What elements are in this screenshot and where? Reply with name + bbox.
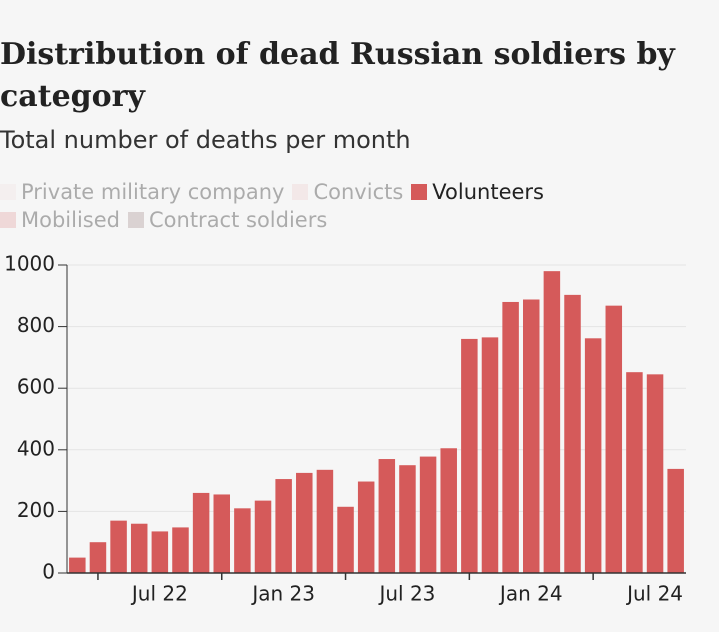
x-tick-label: Jul 23 [377, 582, 435, 606]
y-tick-label: 400 [17, 436, 55, 460]
bar [254, 500, 272, 573]
legend-label: Mobilised [21, 208, 120, 232]
legend-item[interactable]: Mobilised [0, 206, 120, 234]
bar [605, 305, 623, 573]
bar [275, 479, 292, 573]
bar [89, 542, 107, 573]
bar [502, 301, 519, 573]
bar [461, 338, 478, 573]
bar [667, 468, 684, 573]
legend-label: Private military company [21, 180, 285, 204]
bar [564, 294, 581, 573]
legend-swatch [292, 184, 309, 200]
bar [192, 492, 210, 573]
legend: Private military company Convicts Voluntee… [0, 178, 700, 234]
bar [337, 506, 354, 573]
legend-swatch [128, 212, 144, 228]
bar [646, 374, 664, 573]
x-tick-label: Jan 23 [250, 582, 315, 606]
chart-subtitle: Total number of deaths per month [0, 126, 411, 154]
bar [69, 557, 86, 573]
legend-item[interactable]: Private military company [0, 178, 284, 206]
y-tick-label: 600 [17, 375, 55, 399]
bar [522, 299, 540, 573]
x-tick-label: Jul 24 [625, 582, 683, 606]
bar [316, 469, 334, 573]
bar [419, 456, 437, 573]
legend-item[interactable]: Convicts [292, 178, 403, 206]
x-tick-label: Jul 22 [130, 582, 188, 606]
legend-label: Contract soldiers [149, 208, 328, 232]
legend-label: Convicts [313, 180, 404, 204]
legend-swatch [411, 184, 428, 200]
bar [130, 523, 148, 573]
y-tick-label: 0 [42, 560, 55, 584]
legend-swatch [0, 184, 16, 200]
y-tick-label: 1000 [4, 252, 55, 276]
bar [440, 448, 457, 573]
y-tick-label: 800 [17, 313, 55, 337]
bar [296, 472, 313, 573]
bar [357, 481, 375, 573]
bar [584, 338, 602, 573]
bar [626, 372, 643, 573]
legend-item[interactable]: Volunteers [411, 178, 544, 206]
bar [234, 508, 251, 573]
x-tick-label: Jan 24 [498, 582, 563, 606]
chart-title: Distribution of dead Russian soldiers by… [0, 37, 675, 114]
legend-label: Volunteers [432, 180, 544, 204]
bar [151, 531, 169, 573]
y-tick-label: 200 [17, 498, 55, 522]
bar [543, 271, 561, 573]
legend-swatch [0, 212, 16, 228]
bar [481, 337, 499, 573]
bar [378, 459, 396, 573]
legend-item[interactable]: Contract soldiers [128, 206, 327, 234]
bar [399, 465, 416, 573]
bar [172, 527, 189, 573]
bar [110, 520, 127, 573]
bar [213, 494, 231, 573]
